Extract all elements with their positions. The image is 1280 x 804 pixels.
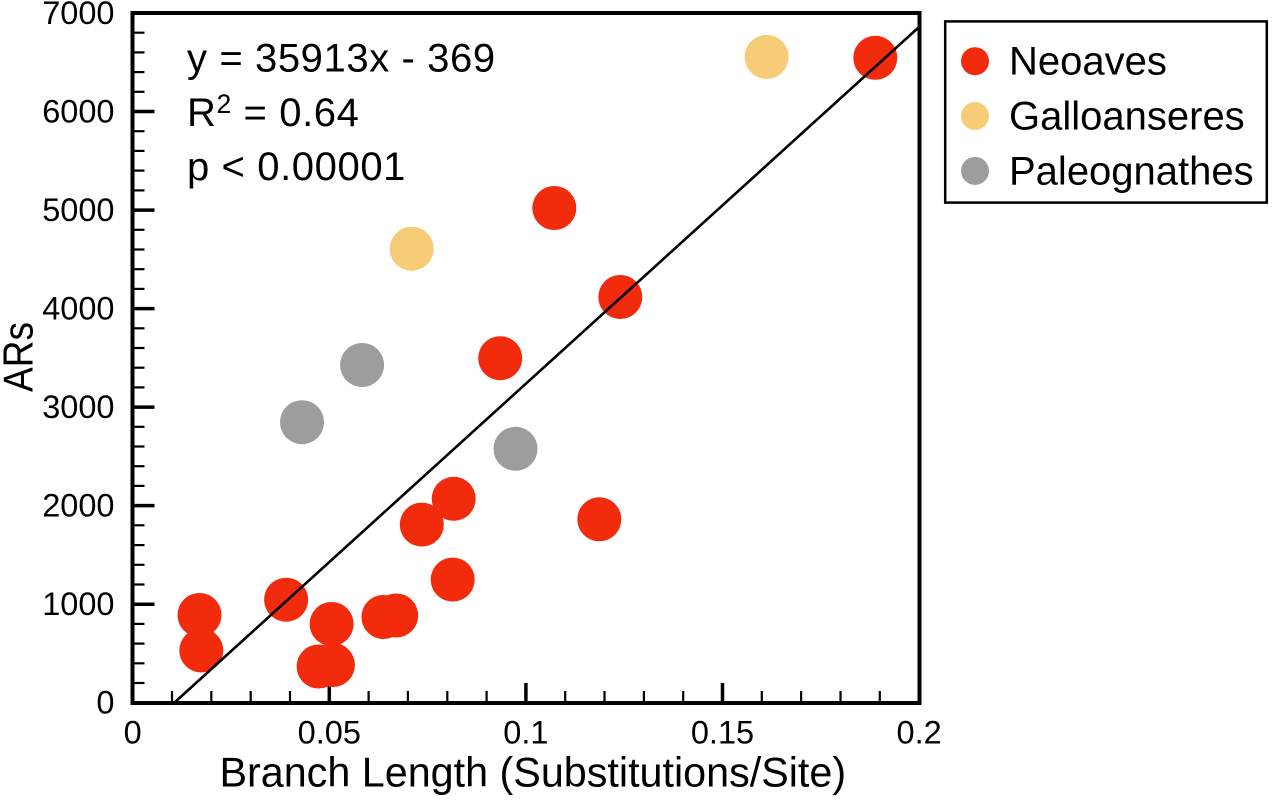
svg-text:y = 35913x - 369: y = 35913x - 369 (187, 37, 496, 81)
svg-text:p < 0.00001: p < 0.00001 (187, 145, 406, 189)
svg-text:5000: 5000 (42, 192, 114, 228)
svg-text:0.15: 0.15 (691, 715, 754, 751)
svg-text:0.2: 0.2 (897, 715, 942, 751)
svg-text:Paleognathes: Paleognathes (1009, 149, 1254, 193)
svg-text:0.05: 0.05 (298, 715, 361, 751)
svg-text:4000: 4000 (42, 291, 114, 327)
svg-text:ARs: ARs (0, 322, 42, 392)
svg-text:Branch Length (Substitutions/S: Branch Length (Substitutions/Site) (219, 750, 846, 796)
svg-text:R2 = 0.64: R2 = 0.64 (187, 89, 359, 135)
svg-text:6000: 6000 (42, 94, 114, 130)
svg-text:0: 0 (96, 685, 114, 721)
svg-text:0: 0 (124, 715, 142, 751)
svg-text:0.1: 0.1 (503, 715, 548, 751)
svg-text:Galloanseres: Galloanseres (1009, 95, 1245, 139)
svg-text:Neoaves: Neoaves (1009, 40, 1167, 84)
svg-text:3000: 3000 (42, 389, 114, 425)
svg-text:2000: 2000 (42, 488, 114, 524)
svg-text:7000: 7000 (42, 0, 114, 31)
svg-text:1000: 1000 (42, 586, 114, 622)
